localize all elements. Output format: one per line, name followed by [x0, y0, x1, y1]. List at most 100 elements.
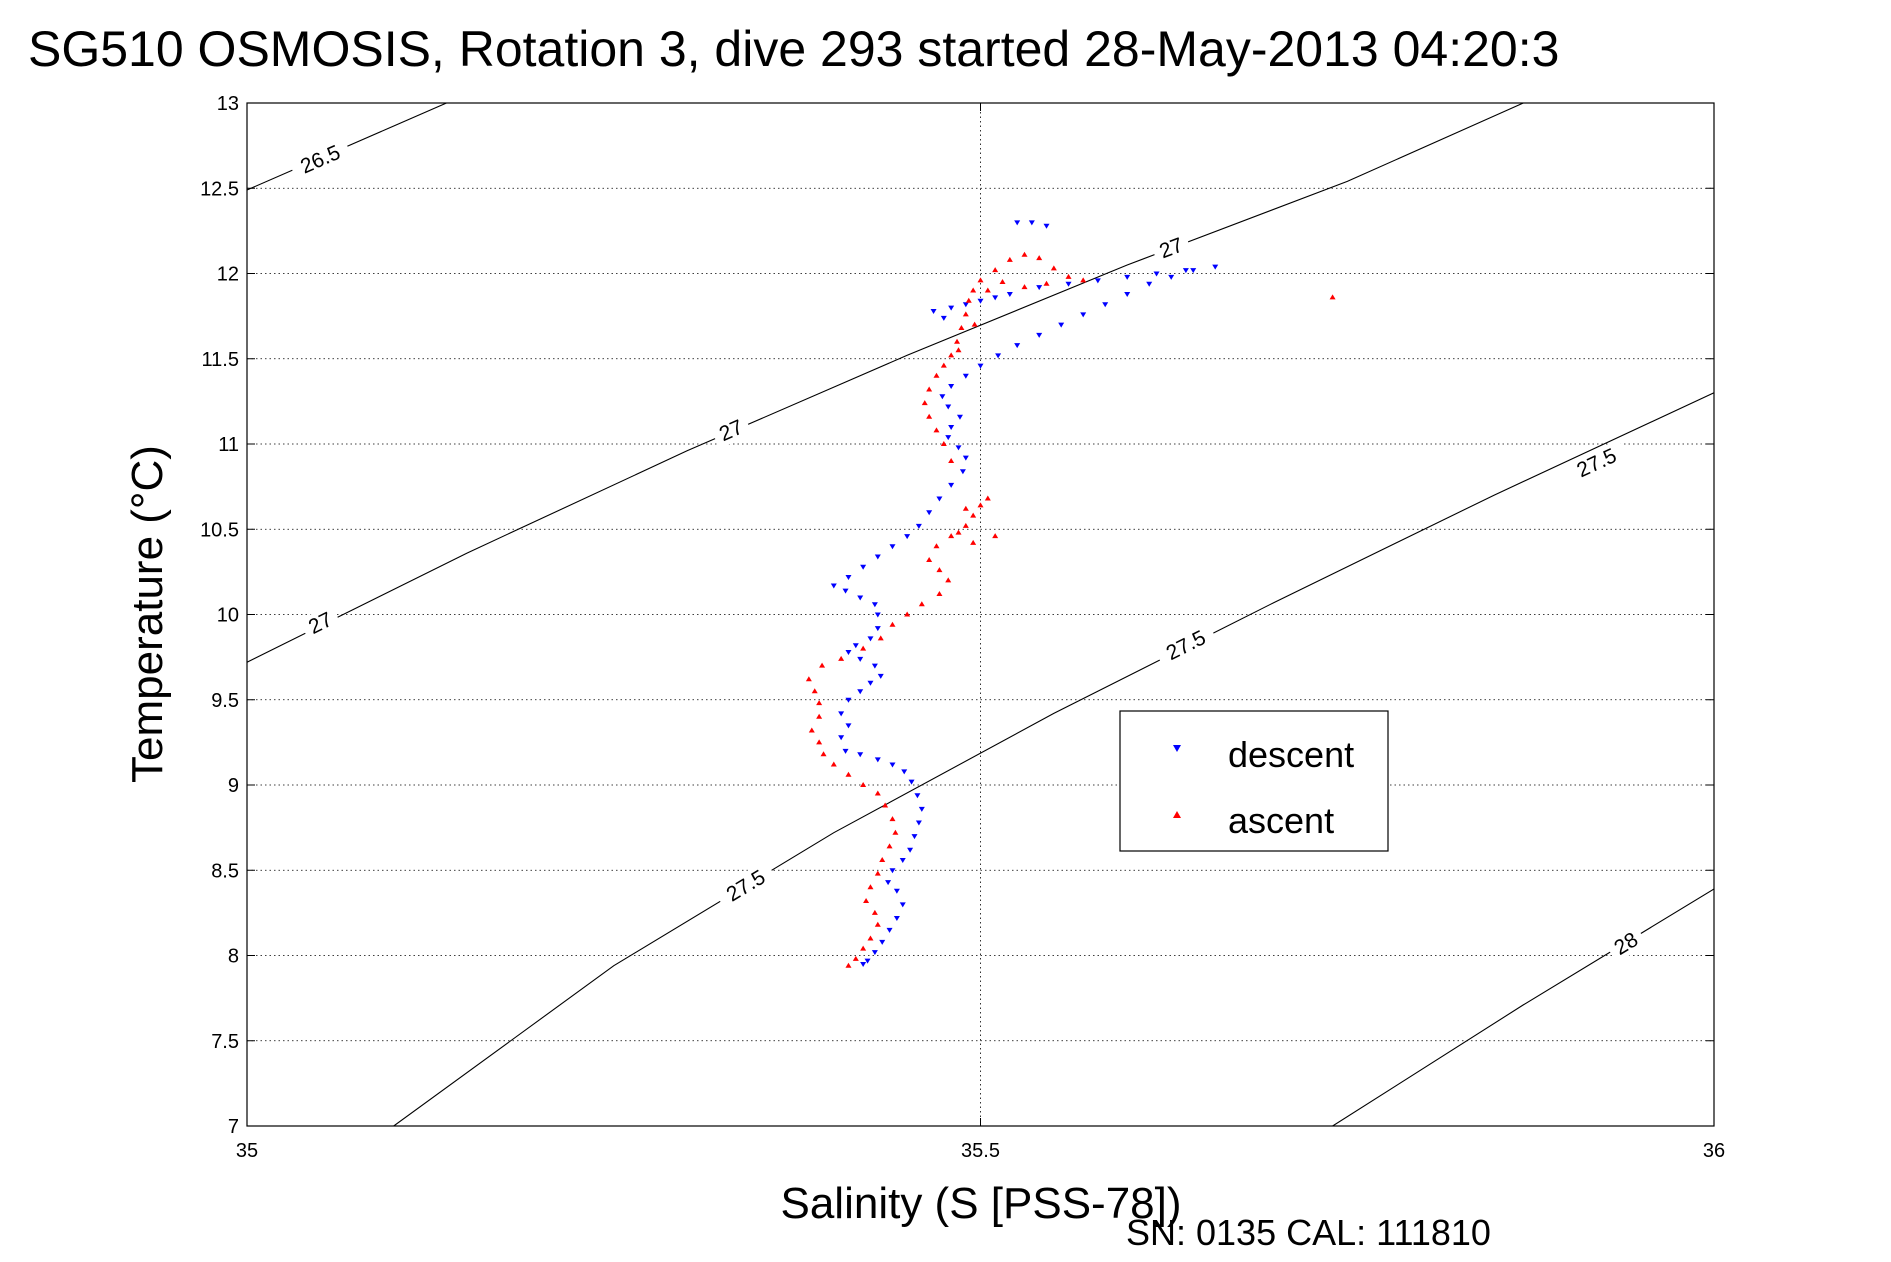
descent-point [877, 673, 884, 679]
ascent-point [1021, 284, 1028, 290]
descent-point [860, 564, 867, 570]
data-points [805, 220, 1336, 968]
descent-point [889, 544, 896, 550]
ascent-point [805, 676, 812, 682]
descent-point [908, 779, 915, 785]
ascent-point [860, 945, 867, 951]
y-tick-label: 10 [217, 605, 239, 627]
contour-label-26.5: 26.5 [297, 141, 344, 178]
density-contour-28 [1332, 888, 1714, 1126]
ascent-point [984, 495, 991, 501]
descent-point [838, 735, 845, 741]
descent-point [948, 482, 955, 488]
descent-point [845, 723, 852, 729]
descent-point [857, 752, 864, 758]
legend-descent-label: descent [1228, 734, 1354, 775]
ascent-point [1043, 280, 1050, 286]
ascent-point [816, 700, 823, 706]
density-contour-27 [247, 103, 1524, 663]
legend-descent-marker [1173, 745, 1181, 752]
ascent-point [954, 338, 961, 344]
ascent-point [926, 556, 933, 562]
descent-point [867, 636, 874, 642]
ascent-point [1021, 251, 1028, 257]
y-tick-label: 11 [218, 434, 239, 456]
descent-point [1006, 291, 1013, 297]
descent-point [845, 574, 852, 580]
ascent-point [940, 362, 947, 368]
ascent-point [936, 591, 943, 597]
legend-ascent-label: ascent [1228, 800, 1334, 841]
descent-point [915, 820, 922, 826]
descent-point [1036, 332, 1043, 338]
density-contours [247, 103, 1714, 1126]
descent-point [962, 302, 969, 308]
ascent-point [948, 352, 955, 358]
descent-point [992, 295, 999, 301]
ascent-point [962, 311, 969, 317]
axis-ticks: 7 7.5 8 8.5 9 9.5 10 10.5 11 11.5 12 12.5 13 35 35.5 36 [200, 93, 1725, 1162]
y-tick-label: 8 [228, 946, 239, 968]
descent-point [1028, 220, 1035, 226]
ascent-point [921, 400, 928, 406]
ascent-point [1080, 277, 1087, 283]
ascent-point [877, 635, 884, 641]
descent-point [842, 588, 849, 594]
ascent-point [936, 567, 943, 573]
serial-calibration: SN: 0135 CAL: 111810 [1126, 1212, 1491, 1253]
y-tick-label: 7.5 [211, 1031, 239, 1053]
ascent-point [962, 522, 969, 528]
descent-point [1146, 281, 1153, 287]
descent-point [1182, 268, 1189, 274]
y-tick-label: 7 [228, 1116, 239, 1138]
contour-label-bg [288, 136, 353, 183]
ascent-point [874, 790, 881, 796]
descent-point [948, 424, 955, 430]
ascent-point [977, 502, 984, 508]
ascent-point [882, 802, 889, 808]
descent-point [830, 583, 837, 589]
descent-point [904, 534, 911, 540]
density-contour-27.5 [393, 392, 1714, 1126]
ascent-point [838, 655, 845, 661]
ascent-point [1036, 255, 1043, 261]
ascent-point [948, 458, 955, 464]
ascent-point [992, 267, 999, 273]
descent-point [857, 689, 864, 695]
ascent-point [863, 897, 870, 903]
descent-point [1080, 312, 1087, 318]
descent-point [1124, 274, 1131, 280]
ascent-point [945, 577, 952, 583]
ascent-point [970, 512, 977, 518]
descent-point [871, 663, 878, 669]
y-tick-label: 8.5 [211, 860, 239, 882]
descent-point [926, 510, 933, 516]
descent-point [874, 757, 881, 763]
y-tick-label: 9 [228, 775, 239, 797]
ascent-point [886, 843, 893, 849]
descent-point [874, 626, 881, 632]
descent-point [864, 958, 871, 964]
descent-point [955, 445, 962, 451]
descent-point [845, 650, 852, 656]
ascent-point [808, 727, 815, 733]
ascent-point [933, 427, 940, 433]
descent-point [940, 315, 947, 321]
descent-point [1065, 281, 1072, 287]
descent-point [889, 762, 896, 768]
descent-point [874, 554, 881, 560]
contour-label-bg [1150, 230, 1193, 266]
descent-point [886, 927, 893, 933]
descent-point [945, 435, 952, 441]
ascent-point [867, 935, 874, 941]
ascent-point [889, 621, 896, 627]
ascent-point [830, 761, 837, 767]
ascent-point [962, 505, 969, 511]
legend-box [1119, 710, 1389, 852]
x-axis-label: Salinity (S [PSS-78]) [780, 1179, 1181, 1228]
x-tick-label: 35 [236, 1140, 258, 1162]
descent-point [893, 915, 900, 921]
y-tick-label: 12.5 [200, 178, 239, 200]
descent-point [936, 496, 943, 502]
